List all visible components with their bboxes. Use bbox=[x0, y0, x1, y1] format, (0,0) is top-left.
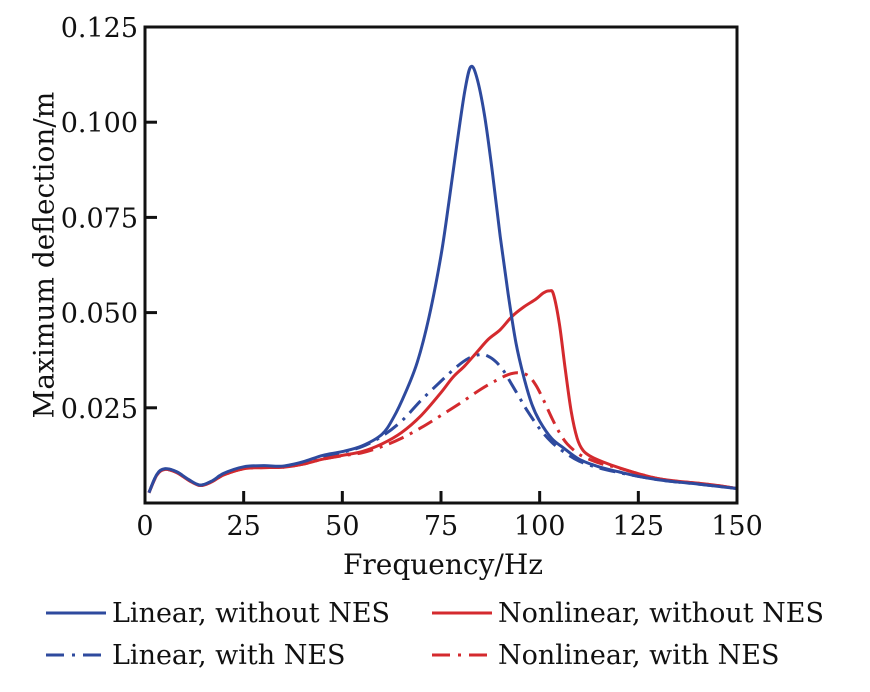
x-tick-label: 25 bbox=[226, 511, 260, 542]
legend-label: Linear, without NES bbox=[112, 597, 391, 629]
legend-row-1: Linear, without NES Nonlinear, without N… bbox=[44, 592, 870, 634]
legend-item-nonlinear-without-nes: Nonlinear, without NES bbox=[430, 598, 824, 629]
legend-label: Linear, with NES bbox=[112, 639, 346, 671]
y-tick-label: 0.050 bbox=[61, 299, 138, 330]
legend-label: Nonlinear, without NES bbox=[498, 597, 825, 629]
y-tick-label: 0.075 bbox=[61, 203, 138, 234]
y-tick-label: 0.025 bbox=[61, 394, 138, 425]
y-tick-label: 0.125 bbox=[61, 13, 138, 44]
series-line-linear-without-nes bbox=[147, 64, 738, 494]
legend-row-2: Linear, with NES Nonlinear, with NES bbox=[44, 634, 870, 676]
x-tick-label: 75 bbox=[424, 511, 458, 542]
legend-swatch-linear-without-nes bbox=[46, 611, 106, 615]
legend-item-nonlinear-with-nes: Nonlinear, with NES bbox=[430, 640, 780, 671]
x-tick-label: 100 bbox=[514, 511, 566, 542]
legend-swatch-nonlinear-with-nes bbox=[432, 653, 492, 657]
x-axis-ticks: 0 25 50 75 100 125 150 bbox=[136, 491, 763, 542]
legend-item-linear-without-nes: Linear, without NES bbox=[44, 598, 430, 629]
series-line-linear-with-nes bbox=[147, 352, 738, 494]
legend-swatch-nonlinear-without-nes bbox=[432, 611, 492, 615]
plot-frame bbox=[143, 25, 739, 505]
y-tick-label: 0.100 bbox=[61, 108, 138, 139]
legend: Linear, without NES Nonlinear, without N… bbox=[44, 592, 870, 676]
legend-label: Nonlinear, with NES bbox=[498, 639, 780, 671]
y-axis-ticks: 0.025 0.050 0.075 0.100 0.125 bbox=[61, 13, 157, 425]
x-tick-label: 50 bbox=[325, 511, 359, 542]
legend-swatch-linear-with-nes bbox=[46, 653, 106, 657]
series-line-nonlinear-without-nes bbox=[147, 289, 738, 494]
series-layer bbox=[147, 64, 738, 494]
chart-canvas: 0 25 50 75 100 125 150 0.025 0.050 0.075 0.100 0.1… bbox=[28, 13, 763, 581]
x-tick-label: 150 bbox=[711, 511, 763, 542]
y-axis-label: Maximum deflection/m bbox=[28, 92, 61, 419]
x-axis-label: Frequency/Hz bbox=[343, 548, 543, 581]
x-tick-label: 125 bbox=[613, 511, 665, 542]
x-tick-label: 0 bbox=[136, 511, 153, 542]
legend-item-linear-with-nes: Linear, with NES bbox=[44, 640, 430, 671]
